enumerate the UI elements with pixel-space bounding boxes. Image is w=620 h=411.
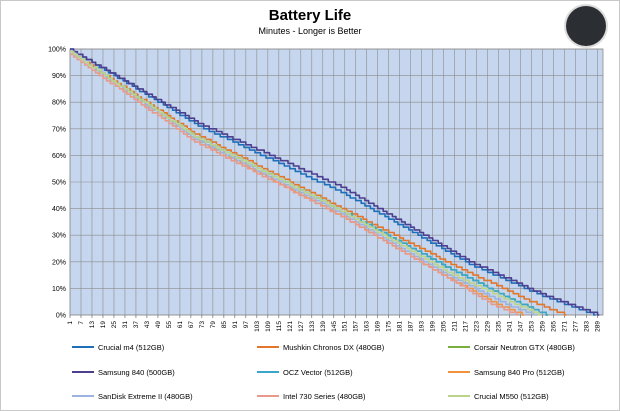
legend-label: Crucial M550 (512GB) (474, 391, 549, 401)
legend-entry: Samsung 840 Pro (512GB) (448, 365, 564, 379)
x-tick-label: 163 (364, 321, 371, 332)
legend-label: Corsair Neutron GTX (480GB) (474, 342, 575, 352)
legend-label: Mushkin Chronos DX (480GB) (283, 342, 385, 352)
x-tick-label: 97 (243, 321, 250, 329)
chart-legend: Crucial m4 (512GB) Mushkin Chronos DX (48… (72, 340, 612, 410)
x-tick-label: 157 (353, 321, 360, 332)
chart-title: Battery Life (268, 7, 352, 24)
y-tick-label: 20% (52, 259, 66, 266)
chart-subtitle: Minutes - Longer is Better (258, 26, 362, 36)
x-tick-label: 7 (78, 321, 85, 325)
legend-swatch (72, 371, 94, 373)
x-tick-label: 79 (210, 321, 217, 329)
legend-entry: Intel 730 Series (480GB) (257, 389, 366, 403)
x-tick-label: 199 (430, 321, 437, 332)
series-line-3 (70, 48, 600, 316)
legend-entry: Crucial m4 (512GB) (72, 340, 164, 354)
legend-entry: SanDisk Extreme II (480GB) (72, 389, 193, 403)
x-tick-label: 133 (309, 321, 316, 332)
x-tick-label: 193 (419, 321, 426, 332)
x-tick-label: 169 (375, 321, 382, 332)
legend-label: Intel 730 Series (480GB) (283, 391, 366, 401)
x-tick-label: 61 (177, 321, 184, 329)
y-tick-label: 60% (52, 153, 66, 160)
legend-entry: Samsung 840 (500GB) (72, 365, 175, 379)
y-tick-label: 80% (52, 100, 66, 107)
x-tick-label: 127 (298, 321, 305, 332)
legend-swatch (448, 346, 470, 348)
y-tick-label: 10% (52, 286, 66, 293)
legend-swatch (72, 395, 94, 397)
x-tick-label: 223 (474, 321, 481, 332)
x-tick-label: 109 (265, 321, 272, 332)
x-tick-label: 259 (540, 321, 547, 332)
legend-swatch (448, 371, 470, 373)
x-tick-label: 31 (122, 321, 129, 329)
x-tick-label: 181 (397, 321, 404, 332)
legend-label: Crucial m4 (512GB) (98, 342, 165, 352)
x-tick-label: 247 (518, 321, 525, 332)
legend-label: OCZ Vector (512GB) (283, 367, 353, 377)
x-tick-label: 55 (166, 321, 173, 329)
x-tick-label: 19 (100, 321, 107, 329)
y-tick-label: 70% (52, 126, 66, 133)
x-tick-label: 85 (221, 321, 228, 329)
y-tick-label: 30% (52, 233, 66, 240)
x-tick-label: 67 (188, 321, 195, 329)
x-tick-label: 73 (199, 321, 206, 329)
legend-label: Samsung 840 Pro (512GB) (474, 367, 565, 377)
x-tick-label: 211 (452, 321, 459, 332)
x-tick-label: 217 (463, 321, 470, 332)
x-tick-label: 25 (111, 321, 118, 329)
x-tick-label: 289 (595, 321, 602, 332)
x-tick-label: 37 (133, 321, 140, 329)
series-line-0 (70, 48, 596, 316)
site-logo-badge (566, 6, 606, 46)
x-tick-label: 271 (562, 321, 569, 332)
series-line-8 (70, 50, 541, 316)
x-tick-label: 115 (276, 321, 283, 332)
legend-entry: Corsair Neutron GTX (480GB) (448, 340, 575, 354)
x-tick-label: 13 (89, 321, 96, 329)
x-tick-label: 49 (155, 321, 162, 329)
x-tick-label: 187 (408, 321, 415, 332)
y-tick-label: 0% (56, 313, 66, 320)
legend-label: SanDisk Extreme II (480GB) (98, 391, 193, 401)
legend-swatch (257, 395, 279, 397)
legend-entry: Mushkin Chronos DX (480GB) (257, 340, 384, 354)
x-tick-label: 103 (254, 321, 261, 332)
legend-swatch (257, 346, 279, 348)
legend-entry: Crucial M550 (512GB) (448, 389, 549, 403)
y-tick-label: 40% (52, 206, 66, 213)
x-tick-label: 265 (551, 321, 558, 332)
y-tick-label: 90% (52, 73, 66, 80)
y-tick-label: 50% (52, 180, 66, 187)
x-tick-label: 253 (529, 321, 536, 332)
y-tick-label: 100% (48, 47, 66, 54)
x-tick-label: 1 (67, 321, 74, 325)
x-tick-label: 277 (573, 321, 580, 332)
legend-swatch (257, 371, 279, 373)
x-tick-label: 235 (496, 321, 503, 332)
x-tick-label: 43 (144, 321, 151, 329)
legend-swatch (448, 395, 470, 397)
x-tick-label: 283 (584, 321, 591, 332)
x-tick-label: 121 (287, 321, 294, 332)
x-tick-label: 151 (342, 321, 349, 332)
x-tick-label: 139 (320, 321, 327, 332)
legend-swatch (72, 346, 94, 348)
legend-entry: OCZ Vector (512GB) (257, 365, 353, 379)
legend-label: Samsung 840 (500GB) (98, 367, 175, 377)
x-tick-label: 145 (331, 321, 338, 332)
x-tick-label: 229 (485, 321, 492, 332)
x-tick-label: 241 (507, 321, 514, 332)
x-tick-label: 175 (386, 321, 393, 332)
x-tick-label: 91 (232, 321, 239, 329)
series-line-7 (70, 53, 519, 316)
x-tick-label: 205 (441, 321, 448, 332)
